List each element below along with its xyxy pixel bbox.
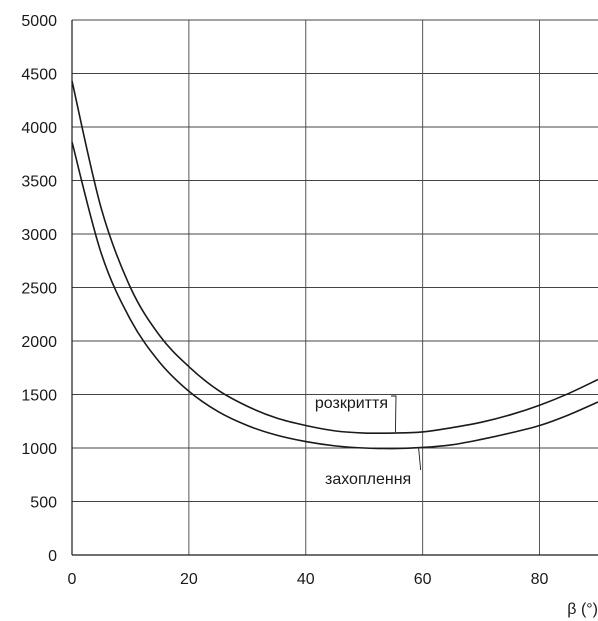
y-axis-ticks: 0 500 1000 1500 2000 2500 3000 3500 4000 4500 5000 <box>21 13 57 565</box>
x-tick-label: 40 <box>297 571 315 588</box>
x-tick-label: 0 <box>68 571 77 588</box>
x-tick-label: 20 <box>180 571 198 588</box>
series-line-1 <box>71 80 598 435</box>
y-tick-label: 3000 <box>21 227 57 244</box>
y-tick-label: 4000 <box>21 120 57 137</box>
x-tick-label: 60 <box>414 571 432 588</box>
chart-annotations: розкриття захоплення <box>315 395 422 488</box>
y-tick-label: 500 <box>30 495 57 512</box>
chart-series <box>71 80 598 450</box>
series-line-2 <box>71 141 598 450</box>
annotation-label-1: розкриття <box>315 395 388 412</box>
chart-axes <box>71 20 598 556</box>
annotation-leader-1 <box>391 395 397 433</box>
chart-grid <box>72 19 598 555</box>
y-tick-label: 3500 <box>21 174 57 191</box>
annotation-label-2: захоплення <box>325 471 411 488</box>
x-axis-label: β (°) <box>567 601 598 618</box>
x-axis-ticks: 0 20 40 60 80 <box>68 571 549 588</box>
y-tick-label: 5000 <box>21 13 57 30</box>
y-tick-label: 1000 <box>21 441 57 458</box>
y-tick-label: 0 <box>48 548 57 565</box>
y-tick-label: 2500 <box>21 281 57 298</box>
x-tick-label: 80 <box>531 571 549 588</box>
annotation-leader-2 <box>418 448 422 471</box>
y-tick-label: 1500 <box>21 388 57 405</box>
y-tick-label: 4500 <box>21 67 57 84</box>
y-tick-label: 2000 <box>21 334 57 351</box>
